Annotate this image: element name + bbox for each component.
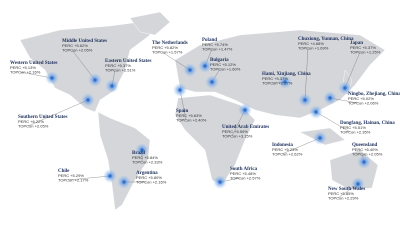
location-name: Bulgaria — [210, 58, 229, 63]
location-dot — [362, 160, 366, 164]
perc-value: PERC +5.48% — [230, 171, 256, 176]
location-dot — [110, 84, 114, 88]
location-name: South Africa — [230, 167, 258, 172]
perc-value: PERC +5.12% — [210, 62, 236, 67]
location-dot — [243, 108, 247, 112]
perc-value: PERC +5.37% — [262, 76, 288, 81]
location-dot — [93, 78, 97, 82]
location-dot — [140, 148, 144, 152]
location-dot — [50, 76, 54, 80]
location-dot — [122, 180, 126, 184]
topcon-value: TOPCon +2.17% — [58, 178, 89, 183]
location-name: Southern United States — [18, 115, 68, 120]
topcon-value: TOPCon +2.51% — [105, 68, 136, 73]
location-dot — [318, 136, 322, 140]
perc-value: PERC +5.13% — [10, 65, 36, 70]
perc-value: PERC +5.62% — [62, 43, 88, 48]
topcon-value: TOPCon +1.25% — [350, 50, 381, 55]
topcon-value: TOPCon +2.05% — [62, 48, 93, 53]
location-name: Argentina — [136, 171, 158, 176]
location-dot — [218, 180, 222, 184]
topcon-value: TOPCon +1.57% — [152, 50, 183, 55]
topcon-value: TOPCon +2.16% — [136, 180, 167, 185]
location-name: Dongfang, Hainan, China — [340, 121, 395, 126]
location-name: Chile — [58, 169, 70, 174]
perc-value: PERC +5.84% — [132, 155, 158, 160]
location-name: Brazil — [132, 151, 146, 156]
topcon-value: TOPCon +1.60% — [210, 67, 241, 72]
leader-line — [67, 175, 111, 181]
topcon-value: TOPCon +2.16% — [10, 70, 41, 75]
topcon-value: TOPCon +2.40% — [176, 118, 207, 123]
perc-value: PERC +5.63% — [176, 113, 202, 118]
location-name: United Arab Emirates — [222, 125, 269, 130]
topcon-value: TOPCon +2.29% — [328, 196, 359, 201]
perc-value: PERC +5.59% — [222, 129, 248, 134]
perc-value: PERC +5.02% — [348, 96, 374, 101]
location-dot — [108, 174, 112, 178]
location-dot — [210, 80, 214, 84]
leader-line — [27, 99, 89, 127]
perc-value: PERC +5.29% — [58, 173, 84, 178]
location-dot — [314, 110, 318, 114]
perc-value: PERC +5.37% — [350, 45, 376, 50]
topcon-value: TOPCon +2.05% — [18, 124, 49, 129]
topcon-value: TOPCon +1.47% — [202, 47, 233, 52]
perc-value: PERC +5.74% — [202, 42, 228, 47]
location-name: Chuxiong, Yunnan, China — [298, 37, 354, 42]
perc-value: PERC +6.22% — [18, 119, 44, 124]
location-name: Queensland — [352, 143, 378, 148]
perc-value: PERC +5.85% — [328, 191, 354, 196]
location-dot — [356, 182, 360, 186]
location-name: Western United States — [10, 61, 58, 66]
topcon-value: TOPCon +3.15% — [222, 134, 253, 139]
location-dot — [203, 64, 207, 68]
location-dot — [283, 80, 287, 84]
location-name: Ningbo, Zhejiang, China — [348, 92, 400, 97]
perc-value: PERC +5.80% — [136, 175, 162, 180]
topcon-value: TOPCon +2.27% — [262, 81, 293, 86]
location-dot — [188, 68, 192, 72]
perc-value: PERC +5.51% — [340, 125, 366, 130]
location-dot — [178, 88, 182, 92]
topcon-value: TOPCon +2.05% — [352, 152, 383, 157]
topcon-value: TOPCon +2.57% — [230, 176, 261, 181]
topcon-value: TOPCon +2.33% — [132, 160, 163, 165]
topcon-value: TOPCon +2.62% — [272, 152, 303, 157]
perc-value: PERC +5.82% — [152, 45, 178, 50]
location-dot — [303, 98, 307, 102]
topcon-value: TOPCon +1.69% — [298, 46, 329, 51]
location-dot — [86, 98, 90, 102]
location-name: The Netherlands — [152, 41, 188, 46]
continents — [19, 11, 386, 211]
location-name: Japan — [350, 41, 363, 46]
leader-line — [304, 47, 309, 101]
perc-value: PERC +5.23% — [272, 147, 298, 152]
location-name: Spain — [176, 109, 188, 114]
topcon-value: TOPCon +2.35% — [340, 130, 371, 135]
perc-value: PERC +6.40% — [352, 147, 378, 152]
location-name: Indonesia — [272, 143, 293, 148]
location-name: Hami, Xinjiang, China — [262, 72, 311, 77]
perc-value: PERC +5.37% — [105, 63, 131, 68]
location-name: Eastern United States — [105, 59, 151, 64]
location-dot — [343, 86, 347, 90]
perc-value: PERC +4.68% — [298, 41, 324, 46]
location-name: Poland — [202, 38, 217, 43]
topcon-value: TOPCon +2.06% — [348, 101, 379, 106]
location-name: New South Wales — [328, 187, 365, 192]
location-name: Middle United States — [62, 39, 107, 44]
location-dot — [328, 96, 332, 100]
